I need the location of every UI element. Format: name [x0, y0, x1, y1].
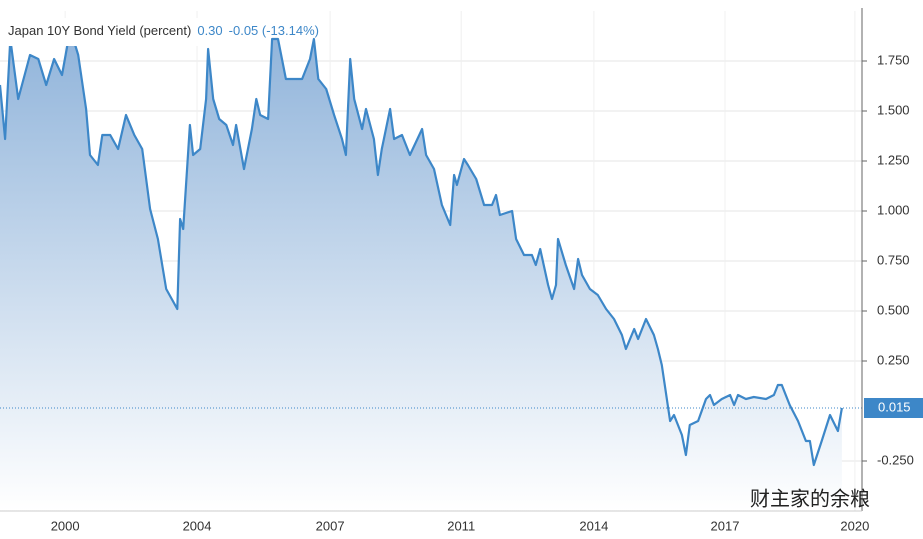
change-value: -0.05 (-13.14%) [229, 23, 319, 38]
last-value-label: 0.015 [878, 399, 911, 414]
y-tick-label: 0.750 [877, 252, 910, 267]
title-box [2, 18, 257, 46]
y-tick-label: 0.250 [877, 352, 910, 367]
y-tick-label: 0.500 [877, 302, 910, 317]
line [0, 27, 843, 467]
watermark: 财主家的余粮 [750, 487, 870, 510]
x-tick-label: 2011 [447, 518, 475, 533]
y-tick-label: 1.250 [877, 152, 910, 167]
y-tick-label: 1.750 [877, 52, 910, 67]
x-tick-label: 2000 [51, 518, 80, 533]
x-tick-label: 2007 [316, 518, 345, 533]
chart-title: Japan 10Y Bond Yield (percent) 0.30 -0.05 … [8, 23, 319, 38]
y-tick-label: 1.000 [877, 202, 910, 217]
title-text: Japan 10Y Bond Yield (percent) [8, 23, 191, 38]
last-value: 0.30 [197, 23, 222, 38]
area-fill [0, 29, 842, 511]
y-tick-label: 1.500 [877, 102, 910, 117]
x-tick-label: 2017 [711, 518, 740, 533]
y-tick-label: -0.250 [877, 452, 914, 467]
x-tick-label: 2020 [840, 518, 869, 533]
x-tick-label: 2014 [579, 518, 608, 533]
x-tick-label: 2004 [183, 518, 212, 533]
last-value-box [864, 398, 923, 418]
